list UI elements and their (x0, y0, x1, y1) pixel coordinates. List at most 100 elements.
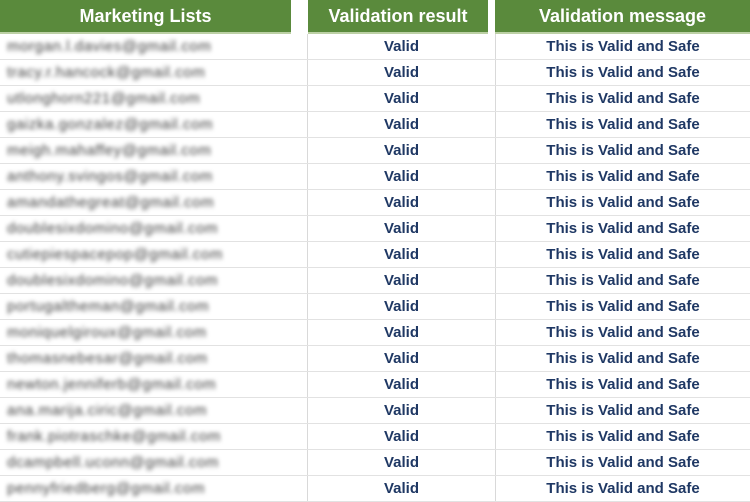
email-cell: frank.piotraschke@gmail.com (0, 424, 308, 449)
header-column-gap (488, 0, 495, 34)
validation-result-value: Valid (383, 116, 420, 133)
validation-message-value: This is Valid and Safe (546, 324, 700, 341)
table-row: gaizka.gonzalez@gmail.com Valid This is … (0, 112, 750, 138)
validation-message-value: This is Valid and Safe (546, 220, 700, 237)
email-cell: tracy.r.hancock@gmail.com (0, 60, 308, 85)
email-address-blurred: moniquelgiroux@gmail.com (7, 324, 207, 341)
validation-message-cell: This is Valid and Safe (496, 294, 750, 319)
email-address-blurred: amandathegreat@gmail.com (7, 194, 215, 211)
validation-result-cell: Valid (308, 346, 496, 371)
validation-message-value: This is Valid and Safe (546, 116, 700, 133)
validation-message-cell: This is Valid and Safe (496, 476, 750, 501)
table-header-row: Marketing Lists Validation result Valida… (0, 0, 750, 34)
validation-message-cell: This is Valid and Safe (496, 34, 750, 59)
validation-result-value: Valid (383, 402, 420, 419)
table-row: doublesixdomino@gmail.com Valid This is … (0, 216, 750, 242)
email-address-blurred: dcampbell.uconn@gmail.com (7, 454, 219, 471)
validation-message-cell: This is Valid and Safe (496, 450, 750, 475)
email-address-blurred: meigh.mahaffey@gmail.com (7, 142, 212, 159)
table-row: thomasnebesar@gmail.com Valid This is Va… (0, 346, 750, 372)
validation-message-value: This is Valid and Safe (546, 64, 700, 81)
validation-message-value: This is Valid and Safe (546, 142, 700, 159)
validation-message-value: This is Valid and Safe (546, 168, 700, 185)
table-body: morgan.l.davies@gmail.com Valid This is … (0, 34, 750, 502)
email-cell: morgan.l.davies@gmail.com (0, 34, 308, 59)
email-address-blurred: anthony.svingos@gmail.com (7, 168, 213, 185)
validation-result-cell: Valid (308, 86, 496, 111)
validation-message-value: This is Valid and Safe (546, 480, 700, 497)
validation-message-cell: This is Valid and Safe (496, 190, 750, 215)
table-row: anthony.svingos@gmail.com Valid This is … (0, 164, 750, 190)
email-cell: thomasnebesar@gmail.com (0, 346, 308, 371)
email-cell: pennyfriedberg@gmail.com (0, 476, 308, 501)
validation-result-value: Valid (383, 480, 420, 497)
email-cell: meigh.mahaffey@gmail.com (0, 138, 308, 163)
validation-result-cell: Valid (308, 320, 496, 345)
validation-message-value: This is Valid and Safe (546, 402, 700, 419)
validation-message-cell: This is Valid and Safe (496, 424, 750, 449)
email-cell: newton.jenniferb@gmail.com (0, 372, 308, 397)
validation-message-cell: This is Valid and Safe (496, 112, 750, 137)
email-cell: portugaltheman@gmail.com (0, 294, 308, 319)
email-address-blurred: newton.jenniferb@gmail.com (7, 376, 217, 393)
email-address-blurred: thomasnebesar@gmail.com (7, 350, 208, 367)
table-row: doublesixdomino@gmail.com Valid This is … (0, 268, 750, 294)
email-cell: ana.marija.ciric@gmail.com (0, 398, 308, 423)
validation-result-cell: Valid (308, 476, 496, 501)
email-cell: anthony.svingos@gmail.com (0, 164, 308, 189)
email-cell: utlonghorn221@gmail.com (0, 86, 308, 111)
validation-result-cell: Valid (308, 242, 496, 267)
email-cell: doublesixdomino@gmail.com (0, 268, 308, 293)
table-row: moniquelgiroux@gmail.com Valid This is V… (0, 320, 750, 346)
validation-result-value: Valid (383, 376, 420, 393)
validation-result-value: Valid (383, 220, 420, 237)
validation-result-cell: Valid (308, 112, 496, 137)
validation-message-value: This is Valid and Safe (546, 246, 700, 263)
validation-message-cell: This is Valid and Safe (496, 398, 750, 423)
validation-message-value: This is Valid and Safe (546, 272, 700, 289)
validation-result-value: Valid (383, 194, 420, 211)
table-row: newton.jenniferb@gmail.com Valid This is… (0, 372, 750, 398)
validation-message-value: This is Valid and Safe (546, 350, 700, 367)
email-address-blurred: gaizka.gonzalez@gmail.com (7, 116, 214, 133)
email-cell: moniquelgiroux@gmail.com (0, 320, 308, 345)
validation-result-value: Valid (383, 168, 420, 185)
validation-message-value: This is Valid and Safe (546, 428, 700, 445)
validation-message-value: This is Valid and Safe (546, 376, 700, 393)
email-cell: cutiepiespacepop@gmail.com (0, 242, 308, 267)
validation-result-cell: Valid (308, 190, 496, 215)
validation-result-value: Valid (383, 64, 420, 81)
table-row: pennyfriedberg@gmail.com Valid This is V… (0, 476, 750, 502)
email-address-blurred: frank.piotraschke@gmail.com (7, 428, 221, 445)
validation-result-value: Valid (383, 428, 420, 445)
validation-result-cell: Valid (308, 60, 496, 85)
validation-result-cell: Valid (308, 34, 496, 59)
table-row: tracy.r.hancock@gmail.com Valid This is … (0, 60, 750, 86)
column-header-marketing-lists: Marketing Lists (0, 0, 291, 34)
validation-result-value: Valid (383, 324, 420, 341)
validation-result-value: Valid (383, 246, 420, 263)
validation-result-cell: Valid (308, 372, 496, 397)
validation-message-cell: This is Valid and Safe (496, 346, 750, 371)
validation-result-value: Valid (383, 142, 420, 159)
table-row: cutiepiespacepop@gmail.com Valid This is… (0, 242, 750, 268)
validation-result-cell: Valid (308, 138, 496, 163)
table-row: dcampbell.uconn@gmail.com Valid This is … (0, 450, 750, 476)
validation-result-cell: Valid (308, 424, 496, 449)
validation-message-cell: This is Valid and Safe (496, 60, 750, 85)
validation-result-cell: Valid (308, 294, 496, 319)
validation-message-cell: This is Valid and Safe (496, 372, 750, 397)
email-address-blurred: utlonghorn221@gmail.com (7, 90, 201, 107)
email-address-blurred: morgan.l.davies@gmail.com (7, 38, 212, 55)
table-row: frank.piotraschke@gmail.com Valid This i… (0, 424, 750, 450)
email-address-blurred: ana.marija.ciric@gmail.com (7, 402, 208, 419)
email-address-blurred: portugaltheman@gmail.com (7, 298, 210, 315)
validation-result-cell: Valid (308, 450, 496, 475)
email-address-blurred: pennyfriedberg@gmail.com (7, 480, 206, 497)
table-row: morgan.l.davies@gmail.com Valid This is … (0, 34, 750, 60)
validation-message-cell: This is Valid and Safe (496, 242, 750, 267)
validation-result-value: Valid (383, 38, 420, 55)
validation-message-cell: This is Valid and Safe (496, 138, 750, 163)
validation-message-value: This is Valid and Safe (546, 298, 700, 315)
validation-message-value: This is Valid and Safe (546, 38, 700, 55)
